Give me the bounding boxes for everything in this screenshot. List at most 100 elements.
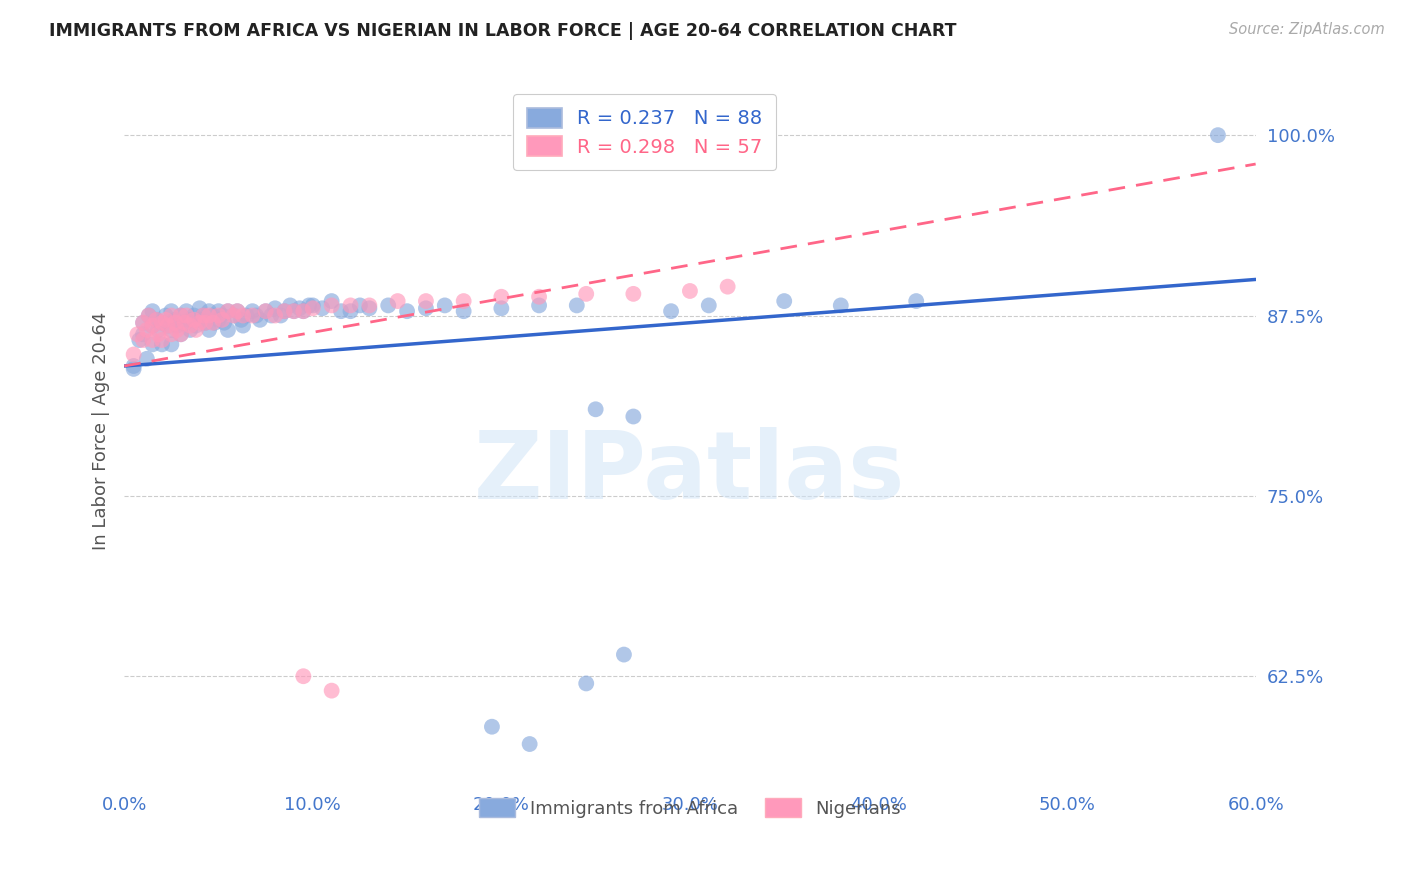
Point [621, 286, 644, 301]
Point [621, 409, 644, 424]
Point [321, 298, 343, 312]
Point [249, 313, 271, 327]
Point [156, 318, 179, 333]
Point [311, 301, 333, 316]
Point [242, 309, 264, 323]
Point [146, 327, 169, 342]
Point [453, 304, 475, 318]
Point [273, 304, 295, 318]
Point [155, 313, 177, 327]
Point [150, 316, 173, 330]
Point [132, 316, 155, 330]
Point [519, 737, 541, 751]
Point [217, 304, 239, 318]
Point [183, 313, 205, 327]
Point [166, 323, 188, 337]
Point [254, 304, 277, 318]
Point [132, 316, 155, 330]
Point [481, 720, 503, 734]
Point [527, 290, 550, 304]
Point [278, 298, 301, 312]
Point [207, 313, 229, 327]
Point [138, 309, 160, 323]
Point [201, 316, 224, 330]
Point [527, 298, 550, 312]
Point [288, 301, 311, 316]
Point [145, 313, 167, 327]
Point [173, 316, 195, 330]
Point [179, 323, 201, 337]
Point [321, 683, 343, 698]
Point [575, 676, 598, 690]
Point [150, 316, 173, 330]
Point [231, 313, 253, 327]
Point [132, 327, 155, 342]
Point [166, 318, 188, 333]
Point [135, 351, 157, 366]
Point [283, 304, 305, 318]
Point [198, 309, 221, 323]
Point [145, 313, 167, 327]
Point [659, 304, 682, 318]
Point [179, 318, 201, 333]
Point [188, 301, 211, 316]
Point [176, 309, 198, 323]
Point [170, 309, 193, 323]
Point [679, 284, 702, 298]
Point [433, 298, 456, 312]
Point [201, 309, 224, 323]
Point [211, 313, 233, 327]
Point [298, 298, 321, 312]
Point [179, 313, 201, 327]
Point [254, 304, 277, 318]
Point [212, 316, 235, 330]
Point [198, 323, 221, 337]
Point [301, 301, 323, 316]
Point [387, 294, 409, 309]
Point [222, 309, 245, 323]
Point [283, 304, 305, 318]
Point [453, 294, 475, 309]
Point [155, 309, 177, 323]
Point [150, 333, 173, 347]
Point [204, 316, 226, 330]
Point [226, 304, 249, 318]
Point [415, 301, 437, 316]
Point [264, 301, 287, 316]
Point [160, 323, 183, 337]
Point [193, 309, 215, 323]
Point [717, 279, 740, 293]
Point [236, 309, 259, 323]
Point [377, 298, 399, 312]
Point [184, 318, 207, 333]
Point [349, 298, 371, 312]
Point [170, 327, 193, 342]
Point [260, 309, 283, 323]
Point [242, 304, 264, 318]
Point [321, 294, 343, 309]
Point [565, 298, 588, 312]
Point [141, 304, 163, 318]
Point [491, 301, 513, 316]
Text: ZIPatlas: ZIPatlas [474, 427, 905, 519]
Point [211, 309, 233, 323]
Point [292, 304, 315, 318]
Point [183, 309, 205, 323]
Point [396, 304, 419, 318]
Text: IMMIGRANTS FROM AFRICA VS NIGERIAN IN LABOR FORCE | AGE 20-64 CORRELATION CHART: IMMIGRANTS FROM AFRICA VS NIGERIAN IN LA… [49, 22, 956, 40]
Point [141, 333, 163, 347]
Point [359, 301, 381, 316]
Point [905, 294, 928, 309]
Point [170, 327, 193, 342]
Point [128, 333, 150, 347]
Point [330, 304, 353, 318]
Point [232, 309, 254, 323]
Point [173, 316, 195, 330]
Point [585, 402, 607, 417]
Point [156, 318, 179, 333]
Point [176, 304, 198, 318]
Point [339, 304, 361, 318]
Point [194, 316, 217, 330]
Point [491, 290, 513, 304]
Point [138, 309, 160, 323]
